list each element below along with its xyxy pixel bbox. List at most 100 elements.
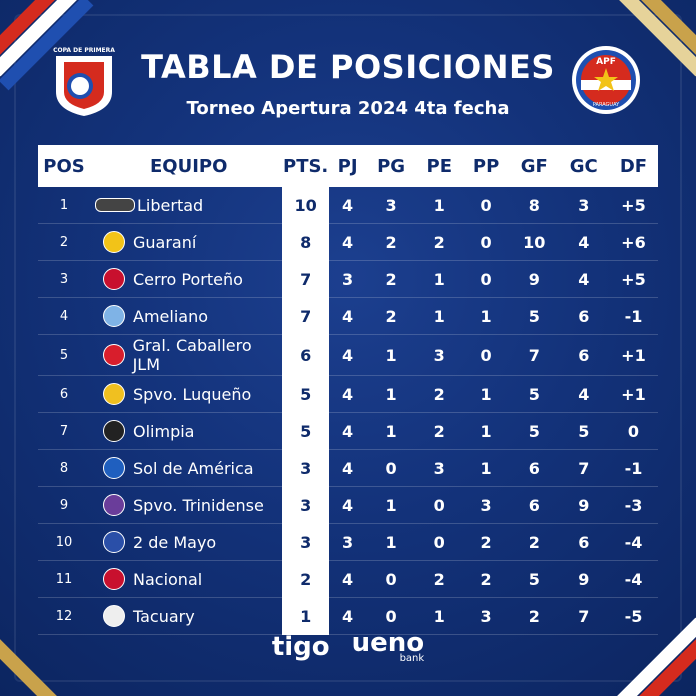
table-header: POS EQUIPO PTS. PJ PG PE PP GF GC DF bbox=[38, 145, 658, 187]
cell-pe: 0 bbox=[416, 524, 463, 561]
cell-pe: 0 bbox=[416, 487, 463, 524]
cell-pj: 4 bbox=[329, 335, 366, 376]
cell-pe: 2 bbox=[416, 413, 463, 450]
cell-team: Spvo. Luqueño bbox=[90, 376, 282, 413]
team-wrap: 2 de Mayo bbox=[91, 531, 281, 553]
cell-pg: 2 bbox=[365, 261, 417, 298]
column-header-gc: GC bbox=[558, 145, 609, 187]
cell-gc: 6 bbox=[558, 524, 609, 561]
apf-paraguay-logo: APF PARAGUAY bbox=[572, 46, 640, 114]
cell-pj: 4 bbox=[329, 413, 366, 450]
cell-pp: 1 bbox=[462, 450, 510, 487]
page-title: TABLA DE POSICIONES bbox=[141, 48, 555, 86]
team-crest-icon bbox=[103, 494, 125, 516]
cell-gc: 5 bbox=[558, 413, 609, 450]
cell-gc: 4 bbox=[558, 376, 609, 413]
column-header-pos: POS bbox=[38, 145, 90, 187]
cell-team: Ameliano bbox=[90, 298, 282, 335]
team-wrap: Spvo. Luqueño bbox=[91, 383, 281, 405]
table-row: 12 Tacuary 1 4 0 1 3 2 7 -5 bbox=[38, 598, 658, 635]
cell-pos: 2 bbox=[38, 224, 90, 261]
cell-pg: 0 bbox=[365, 450, 417, 487]
team-name: Libertad bbox=[137, 195, 204, 215]
cell-team: Nacional bbox=[90, 561, 282, 598]
cell-pe: 1 bbox=[416, 261, 463, 298]
team-wrap: Ameliano bbox=[91, 305, 281, 327]
team-name: Sol de América bbox=[133, 458, 254, 478]
team-wrap: Spvo. Trinidense bbox=[91, 494, 281, 516]
cell-df: -4 bbox=[608, 561, 658, 598]
cell-pg: 0 bbox=[365, 561, 417, 598]
tigo-logo: tigo bbox=[271, 632, 330, 662]
cell-pj: 4 bbox=[329, 598, 366, 635]
team-name: Gral. Caballero JLM bbox=[132, 336, 252, 374]
cell-gc: 4 bbox=[558, 224, 609, 261]
cell-pp: 0 bbox=[462, 261, 510, 298]
sponsor-bar: tigo ueno bank bbox=[0, 630, 696, 664]
table-body: 1 Libertad 10 4 3 1 0 8 3 +5 2 Guaraní 8 4 2 2 0 10 4 +6 3 Ce… bbox=[38, 187, 658, 635]
cell-df: -5 bbox=[608, 598, 658, 635]
team-name: Ameliano bbox=[133, 306, 208, 326]
cell-gc: 6 bbox=[558, 335, 609, 376]
cell-gc: 9 bbox=[558, 487, 609, 524]
cell-pj: 4 bbox=[329, 224, 366, 261]
cell-team: Tacuary bbox=[90, 598, 282, 635]
cell-pp: 2 bbox=[462, 524, 510, 561]
cell-df: +1 bbox=[608, 335, 658, 376]
cell-pj: 4 bbox=[329, 187, 366, 224]
column-header-pg: PG bbox=[365, 145, 417, 187]
cell-df: +5 bbox=[608, 261, 658, 298]
cell-pj: 4 bbox=[329, 561, 366, 598]
team-crest-icon bbox=[103, 457, 125, 479]
cell-pe: 2 bbox=[416, 561, 463, 598]
cell-pp: 2 bbox=[462, 561, 510, 598]
cell-df: +6 bbox=[608, 224, 658, 261]
cell-pp: 0 bbox=[462, 224, 510, 261]
column-header-df: DF bbox=[608, 145, 658, 187]
cell-pp: 1 bbox=[462, 298, 510, 335]
cell-pe: 1 bbox=[416, 598, 463, 635]
cell-team: Gral. Caballero JLM bbox=[90, 335, 282, 376]
team-crest-icon bbox=[103, 344, 125, 366]
team-crest-icon bbox=[95, 198, 135, 212]
team-crest-icon bbox=[103, 420, 125, 442]
right-logo-text: APF bbox=[596, 57, 616, 67]
team-crest-icon bbox=[103, 383, 125, 405]
cell-gf: 5 bbox=[509, 561, 559, 598]
cell-pos: 4 bbox=[38, 298, 90, 335]
table-row: 6 Spvo. Luqueño 5 4 1 2 1 5 4 +1 bbox=[38, 376, 658, 413]
cell-pts: 2 bbox=[282, 561, 330, 598]
cell-pg: 1 bbox=[365, 487, 417, 524]
cell-pts: 5 bbox=[282, 376, 330, 413]
left-logo-text: COPA DE PRIMERA bbox=[53, 47, 115, 54]
cell-team: Olimpia bbox=[90, 413, 282, 450]
team-wrap: Tacuary bbox=[91, 605, 281, 627]
team-name: Spvo. Luqueño bbox=[133, 384, 252, 404]
cell-pe: 3 bbox=[416, 335, 463, 376]
cell-pj: 4 bbox=[329, 298, 366, 335]
team-wrap: Cerro Porteño bbox=[91, 268, 281, 290]
cell-gc: 7 bbox=[558, 450, 609, 487]
column-header-gf: GF bbox=[509, 145, 559, 187]
cell-pg: 1 bbox=[365, 376, 417, 413]
cell-gc: 9 bbox=[558, 561, 609, 598]
team-name: Tacuary bbox=[133, 606, 195, 626]
team-wrap: Olimpia bbox=[91, 420, 281, 442]
team-wrap: Nacional bbox=[91, 568, 281, 590]
cell-df: +1 bbox=[608, 376, 658, 413]
cell-pts: 3 bbox=[282, 487, 330, 524]
cell-team: 2 de Mayo bbox=[90, 524, 282, 561]
table-row: 9 Spvo. Trinidense 3 4 1 0 3 6 9 -3 bbox=[38, 487, 658, 524]
page-subtitle: Torneo Apertura 2024 4ta fecha bbox=[186, 98, 510, 119]
team-name: Cerro Porteño bbox=[133, 269, 243, 289]
cell-gf: 6 bbox=[509, 450, 559, 487]
team-wrap: Libertad bbox=[91, 196, 281, 215]
cell-gf: 8 bbox=[509, 187, 559, 224]
cell-pts: 3 bbox=[282, 524, 330, 561]
team-wrap: Gral. Caballero JLM bbox=[91, 336, 281, 374]
team-wrap: Sol de América bbox=[91, 457, 281, 479]
cell-gf: 7 bbox=[509, 335, 559, 376]
team-wrap: Guaraní bbox=[91, 231, 281, 253]
cell-pp: 1 bbox=[462, 413, 510, 450]
column-header-pj: PJ bbox=[329, 145, 366, 187]
